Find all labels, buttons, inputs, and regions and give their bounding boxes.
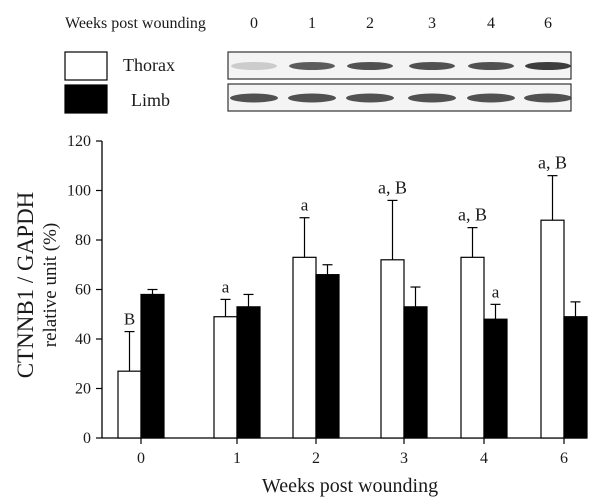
legend-label-limb: Limb	[131, 90, 170, 110]
blot-band-bottom	[346, 93, 394, 103]
y-axis-title-line2: relative unit (%)	[40, 223, 61, 348]
blot-band-bottom	[230, 93, 278, 103]
blot-panel-top	[227, 51, 572, 80]
bars: Ba a a, B a, B a, B a	[117, 153, 588, 439]
x-axis-title: Weeks post wounding	[262, 475, 438, 497]
y-tick-label: 40	[75, 331, 91, 348]
bar-annotation-thorax: a	[222, 277, 230, 296]
legend: Thorax Limb	[64, 51, 175, 114]
bar-limb	[315, 274, 340, 439]
bar-thorax	[380, 259, 405, 439]
y-axis-ticks: 0 20 40 60 80 100 120	[67, 133, 102, 447]
blot-header-label: Weeks post wounding	[65, 15, 206, 32]
blot-band-top	[409, 62, 455, 70]
western-blot	[227, 51, 572, 112]
bar-limb	[236, 306, 261, 439]
y-tick-label: 100	[67, 183, 91, 200]
y-tick-label: 80	[75, 232, 91, 249]
legend-swatch-limb	[64, 84, 108, 114]
y-tick-label: 20	[75, 381, 91, 398]
bar-annotation-thorax: a, B	[458, 205, 487, 225]
x-tick-label: 1	[233, 450, 241, 467]
x-tick-label: 6	[560, 450, 568, 467]
y-tick-label: 120	[67, 133, 91, 150]
blot-lane-label: 1	[308, 15, 316, 32]
bar-annotation-thorax: a, B	[378, 177, 407, 197]
bar-limb	[563, 316, 588, 439]
legend-swatch-thorax	[64, 51, 108, 81]
blot-band-top	[347, 62, 393, 70]
blot-band-bottom	[524, 93, 572, 103]
blot-band-top	[231, 62, 277, 70]
blot-band-bottom	[408, 93, 456, 103]
y-axis-title-line1: CTNNB1 / GAPDH	[13, 192, 38, 379]
bar-annotation-limb: a	[492, 282, 500, 301]
bar-annotation-thorax: a, B	[538, 153, 567, 173]
x-tick-label: 4	[480, 450, 488, 467]
bar-thorax	[117, 370, 142, 439]
bar-thorax	[540, 219, 565, 439]
blot-band-top	[525, 62, 571, 70]
x-tick-label: 2	[312, 450, 320, 467]
blot-band-bottom	[467, 93, 515, 103]
blot-lane-label: 2	[366, 15, 374, 32]
y-tick-label: 60	[75, 282, 91, 299]
bar-annotation-thorax: B	[124, 310, 135, 329]
x-tick-label: 0	[137, 450, 145, 467]
blot-lane-label: 0	[250, 15, 258, 32]
blot-band-top	[289, 62, 335, 70]
blot-lane-label: 4	[487, 15, 495, 32]
legend-label-thorax: Thorax	[123, 55, 175, 75]
blot-lane-label: 3	[428, 15, 436, 32]
x-axis-ticks: 0 1 2 3 4 6	[137, 438, 568, 467]
bar-limb	[140, 293, 165, 439]
bar-thorax	[213, 316, 238, 439]
x-tick-label: 3	[400, 450, 408, 467]
bar-limb	[483, 318, 508, 439]
y-tick-label: 0	[83, 430, 91, 447]
blot-lane-label: 6	[544, 15, 552, 32]
blot-lane-labels: 0 1 2 3 4 6	[250, 15, 552, 32]
blot-band-bottom	[288, 93, 336, 103]
bar-thorax	[460, 256, 485, 439]
bar-thorax	[292, 256, 317, 439]
blot-band-top	[468, 62, 514, 70]
blot-panel-bottom	[227, 83, 572, 112]
bar-limb	[403, 306, 428, 439]
bar-annotation-thorax: a	[301, 196, 309, 215]
